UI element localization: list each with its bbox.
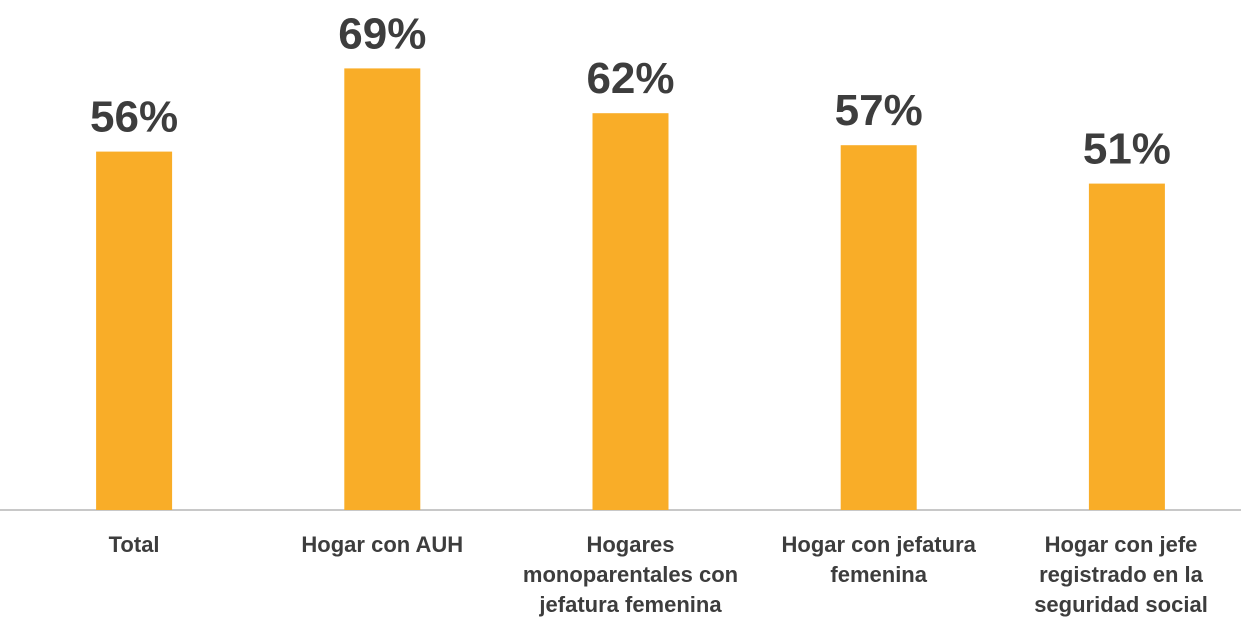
value-label: 56%	[90, 93, 178, 142]
bar	[840, 145, 917, 510]
category-label: Hogar con jefe registrado en la segurida…	[1034, 532, 1208, 617]
value-label: 62%	[586, 54, 674, 103]
category-label: Hogar con AUH	[301, 532, 464, 557]
value-label: 69%	[338, 9, 426, 58]
bar	[1088, 183, 1165, 510]
bar	[592, 113, 669, 510]
category-label: Hogares monoparentales con jefatura feme…	[522, 532, 739, 617]
value-label: 57%	[835, 86, 923, 135]
bar	[344, 68, 421, 511]
bar	[96, 151, 173, 510]
category-label: Hogar con jefatura femenina	[781, 532, 976, 587]
category-label: Total	[108, 532, 160, 557]
value-label: 51%	[1083, 125, 1171, 174]
